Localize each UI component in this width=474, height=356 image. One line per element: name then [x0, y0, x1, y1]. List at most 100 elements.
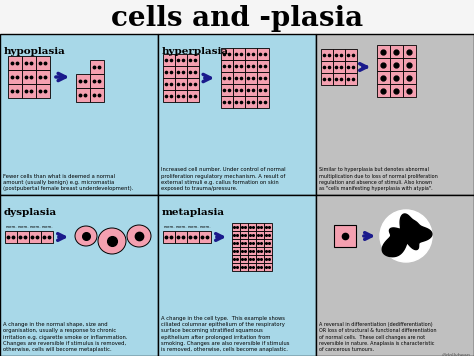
Bar — [390, 46, 403, 58]
Bar — [175, 90, 187, 102]
Bar — [321, 49, 333, 61]
Bar — [233, 60, 245, 72]
Bar — [233, 96, 245, 108]
Bar — [333, 73, 345, 85]
Bar — [256, 223, 264, 231]
Text: @dollybean: @dollybean — [442, 353, 471, 356]
Bar — [256, 231, 264, 239]
Bar — [232, 231, 240, 239]
Bar — [232, 223, 240, 231]
Bar — [0, 34, 158, 195]
Bar — [377, 84, 390, 98]
Bar — [163, 78, 175, 90]
Bar — [390, 84, 403, 98]
Bar — [90, 88, 104, 102]
Bar — [248, 231, 256, 239]
Text: norm.: norm. — [5, 225, 17, 229]
Text: hyperplasia: hyperplasia — [162, 47, 229, 56]
Bar — [333, 49, 345, 61]
Bar — [187, 54, 199, 66]
Bar — [17, 231, 29, 243]
Text: norm.: norm. — [163, 225, 175, 229]
Bar — [345, 49, 357, 61]
Bar — [76, 74, 90, 88]
Bar — [257, 96, 269, 108]
Bar — [8, 56, 22, 70]
Bar — [245, 96, 257, 108]
Text: norm.: norm. — [17, 225, 29, 229]
Bar — [256, 263, 264, 271]
Bar — [403, 84, 416, 98]
Bar — [8, 70, 22, 84]
Bar — [377, 58, 390, 72]
Bar — [245, 48, 257, 60]
Text: A change in the cell type.  This example shows
ciliated columnar epithelium of t: A change in the cell type. This example … — [161, 316, 290, 352]
Text: A reversal in differentiation (dedifferentiation)
OR loss of structural & functi: A reversal in differentiation (dediffere… — [319, 322, 437, 352]
Bar — [158, 34, 316, 195]
Bar — [22, 84, 36, 98]
Bar — [377, 46, 390, 58]
Bar — [240, 223, 248, 231]
Bar — [221, 96, 233, 108]
Bar — [221, 48, 233, 60]
Bar — [22, 70, 36, 84]
Polygon shape — [382, 214, 432, 257]
Bar — [36, 70, 50, 84]
Bar — [187, 78, 199, 90]
Ellipse shape — [98, 228, 126, 254]
Bar — [321, 61, 333, 73]
Bar — [175, 66, 187, 78]
Bar — [5, 231, 17, 243]
Bar — [248, 263, 256, 271]
Bar — [345, 73, 357, 85]
Text: norm.: norm. — [29, 225, 41, 229]
Bar — [256, 255, 264, 263]
Bar — [221, 72, 233, 84]
Text: Fewer cells than what is deemed a normal
amount (usually benign) e.g. micromasti: Fewer cells than what is deemed a normal… — [3, 174, 133, 191]
Bar — [390, 72, 403, 84]
Bar — [163, 231, 175, 243]
Bar — [264, 247, 272, 255]
Bar — [232, 263, 240, 271]
Bar — [199, 231, 211, 243]
Text: hypoplasia: hypoplasia — [4, 47, 66, 56]
Bar — [233, 72, 245, 84]
Bar — [36, 84, 50, 98]
Bar — [245, 60, 257, 72]
Text: Increased cell number. Under control of normal
proliferation regulatory mechanis: Increased cell number. Under control of … — [161, 167, 286, 191]
Bar — [264, 255, 272, 263]
Text: norm.: norm. — [41, 225, 53, 229]
Bar — [0, 195, 158, 356]
Bar — [29, 231, 41, 243]
Bar — [187, 231, 199, 243]
Bar — [248, 223, 256, 231]
Bar — [256, 247, 264, 255]
Bar — [264, 223, 272, 231]
Bar — [264, 239, 272, 247]
Bar — [232, 247, 240, 255]
Bar — [334, 225, 356, 247]
Bar — [0, 0, 474, 34]
Bar — [163, 66, 175, 78]
Bar — [22, 56, 36, 70]
Bar — [221, 84, 233, 96]
Text: cells and -plasia: cells and -plasia — [111, 5, 363, 32]
Text: metaplasia: metaplasia — [162, 208, 225, 217]
Circle shape — [380, 210, 432, 262]
Bar — [248, 255, 256, 263]
Bar — [390, 58, 403, 72]
Bar — [248, 239, 256, 247]
Bar — [316, 195, 474, 356]
Bar — [8, 84, 22, 98]
Bar — [321, 73, 333, 85]
Bar — [233, 48, 245, 60]
Bar — [240, 239, 248, 247]
Bar — [232, 239, 240, 247]
Text: norm.: norm. — [187, 225, 199, 229]
Text: A change in the normal shape, size and
organisation, usually a response to chron: A change in the normal shape, size and o… — [3, 322, 128, 352]
Bar — [240, 255, 248, 263]
Bar — [163, 54, 175, 66]
Text: norm.: norm. — [199, 225, 211, 229]
Bar — [403, 46, 416, 58]
Bar — [187, 66, 199, 78]
